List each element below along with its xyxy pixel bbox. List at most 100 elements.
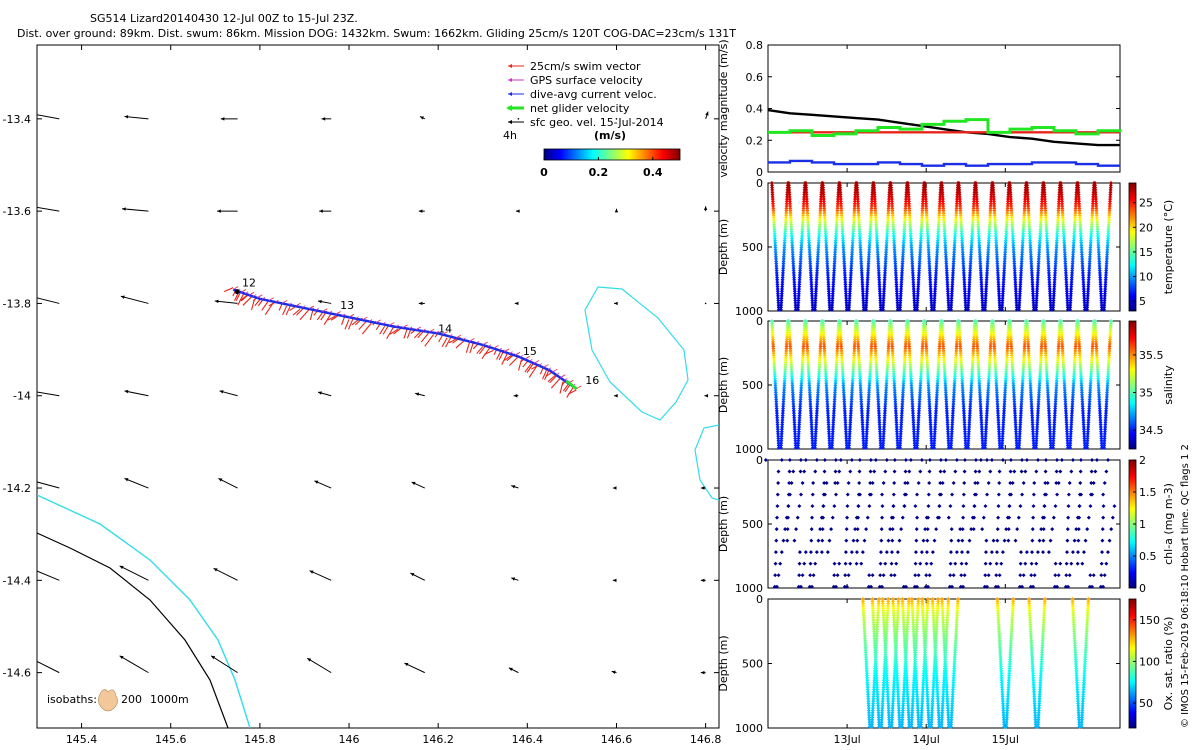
profile-point <box>801 201 806 206</box>
sfc-vector-arrow-shaft <box>121 208 149 212</box>
swim-vector-mark <box>403 329 408 339</box>
profile-point <box>782 243 787 248</box>
gps-velocity-mark <box>514 353 519 356</box>
sfc-vector-arrow <box>119 655 149 674</box>
profile-point <box>821 183 825 188</box>
track-day-label: 16 <box>585 374 599 387</box>
gps-velocity-mark <box>295 303 299 307</box>
gps-velocity-mark <box>368 319 373 322</box>
map-ytick-label: -14 <box>13 390 31 403</box>
sfc-vector-arrow-head <box>703 206 708 210</box>
legend-sfc-label: sfc geo. vel. 15-Jul-2014 <box>530 116 664 129</box>
profile-point <box>781 252 786 257</box>
isobath-legend-200: 200 <box>121 693 142 706</box>
gps-velocity-mark <box>487 344 492 348</box>
sfc-vector-arrow <box>37 570 60 581</box>
profile-point <box>791 257 796 262</box>
sfc-vector-arrow <box>411 481 426 489</box>
sfc-vector-arrow-head <box>508 667 513 671</box>
profile-point <box>817 224 822 229</box>
swim-vector-mark <box>481 347 491 359</box>
sfc-vector-arrow-head <box>30 205 34 208</box>
sfc-vector-arrow-head <box>513 393 518 398</box>
sfc-vector-arrow <box>700 486 706 490</box>
sfc-vector-arrow-shaft <box>210 655 238 674</box>
sfc-vector-arrow-head <box>33 113 37 116</box>
panel-ytick-label: 500 <box>742 379 763 392</box>
swim-vector-mark <box>261 299 270 311</box>
panel-frame <box>767 44 1121 173</box>
sfc-vector-arrow-shaft <box>309 570 332 581</box>
gps-velocity-mark <box>362 317 366 321</box>
sfc-vector-arrow-head <box>119 565 124 570</box>
sfc-vector-arrow <box>124 477 149 489</box>
profile-point <box>798 261 803 266</box>
profile-point <box>783 222 788 227</box>
legend-gps-label: GPS surface velocity <box>530 74 643 87</box>
map-xtick-label: 145.4 <box>66 733 98 746</box>
profile-point <box>788 206 793 211</box>
sfc-vector-arrow <box>119 565 149 581</box>
swim-vector-mark <box>496 351 502 360</box>
sfc-vector-arrow <box>704 393 709 398</box>
swim-vector-mark <box>509 356 519 366</box>
gps-velocity-mark <box>322 309 326 313</box>
map-colorbar-tick-label: 0.2 <box>589 166 609 179</box>
gps-velocity-mark <box>335 312 339 315</box>
gps-velocity-mark <box>533 361 538 364</box>
profile-point <box>782 247 787 252</box>
legend-swim-label: 25cm/s swim vector <box>530 60 641 73</box>
profile-point <box>771 204 776 209</box>
gps-velocity-mark <box>355 316 359 319</box>
profile-point <box>773 247 778 252</box>
sfc-vector-arrow <box>37 391 60 397</box>
sfc-vector-arrow <box>217 209 238 213</box>
sfc-vector-arrow <box>703 206 708 212</box>
legend-net-label: net glider velocity <box>530 102 630 115</box>
profile-point <box>798 257 803 262</box>
sfc-vector-arrow <box>614 208 619 213</box>
sfc-vector-arrow-shaft <box>37 206 60 212</box>
sfc-vector-arrow-head <box>418 301 423 306</box>
profile-point <box>835 201 840 206</box>
isobath-legend-1000: 1000m <box>150 693 189 706</box>
sfc-vector-arrow <box>124 115 149 120</box>
reef-isobath-edge <box>694 424 719 501</box>
sfc-vector-arrow <box>213 567 238 581</box>
sfc-vector-arrow-head <box>307 658 312 662</box>
profile-point <box>792 291 797 296</box>
sfc-vector-dot <box>517 118 520 120</box>
velocity-series-2 <box>768 118 1122 137</box>
panel-ylabel: Depth (m) <box>717 219 730 275</box>
sfc-vector-arrow-shaft <box>214 300 238 304</box>
sfc-vector-arrow <box>120 295 149 304</box>
profile-point <box>801 208 806 213</box>
sfc-vector-arrow-head <box>700 486 705 490</box>
sfc-vector-arrow-head <box>124 478 129 482</box>
profile-point <box>822 206 827 211</box>
profile-point <box>810 300 815 305</box>
swim-vector-mark <box>501 352 509 365</box>
sfc-vector-arrow-head <box>415 392 420 396</box>
panel-ylabel: Depth (m) <box>717 357 730 413</box>
sfc-vector-arrow-head <box>122 207 126 211</box>
sfc-vector-arrow <box>513 393 519 398</box>
swim-vector-mark <box>559 381 564 394</box>
profile-point <box>808 257 813 262</box>
legend-dac-arrowhead <box>508 92 512 96</box>
sfc-vector-arrow <box>124 389 149 397</box>
profile-point <box>822 208 827 213</box>
sfc-vector-arrow-shaft <box>213 567 238 581</box>
sfc-vector-arrow-head <box>411 481 416 486</box>
legend-swim-arrowhead <box>508 64 512 68</box>
sfc-vector-arrow <box>415 392 425 397</box>
profile-point <box>787 183 791 188</box>
sfc-vector-arrow <box>511 577 519 581</box>
gps-velocity-mark <box>543 365 547 368</box>
panel-colorbar-label: 34.5 <box>1139 424 1164 437</box>
sfc-vector-arrow-head <box>317 299 322 304</box>
profile-point <box>783 217 788 222</box>
profile-point <box>788 201 792 206</box>
gps-velocity-mark <box>519 354 524 358</box>
